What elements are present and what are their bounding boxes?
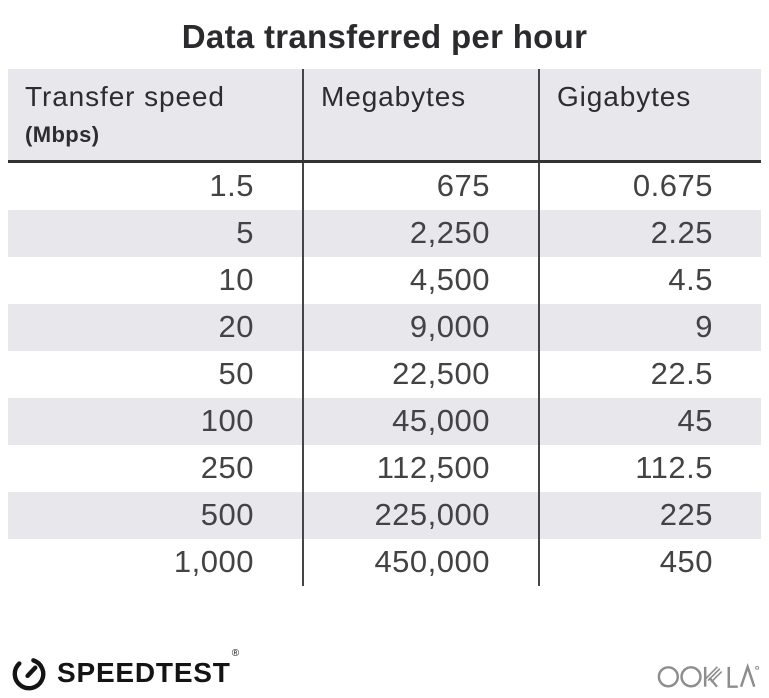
column-header-label: Gigabytes (557, 81, 692, 112)
cell-megabytes: 450,000 (302, 539, 538, 586)
cell-gigabytes: 450 (538, 539, 761, 586)
speedtest-logo: SPEEDTEST® (10, 647, 240, 692)
cell-megabytes: 4,500 (302, 257, 538, 304)
cell-transfer-speed: 250 (200, 450, 254, 485)
registered-trademark-symbol: ® (231, 647, 240, 659)
page-title: Data transferred per hour (181, 18, 588, 55)
table-row: 1.5 675 0.675 (8, 163, 761, 210)
column-header-gigabytes: Gigabytes (538, 69, 761, 160)
cell-gigabytes: 45 (538, 398, 761, 445)
table-row: 500 225,000 225 (8, 492, 761, 539)
cell-transfer-speed: 20 (218, 309, 254, 344)
cell-megabytes: 45,000 (302, 398, 538, 445)
column-header-label: Megabytes (321, 81, 467, 112)
cell-megabytes: 2,250 (302, 210, 538, 257)
cell-megabytes: 225,000 (302, 492, 538, 539)
table-row: 20 9,000 9 (8, 304, 761, 351)
cell-transfer-speed: 1,000 (173, 544, 254, 579)
speedometer-gauge-icon (10, 654, 48, 692)
column-header-megabytes: Megabytes (302, 69, 538, 160)
cell-transfer-speed: 100 (200, 403, 254, 438)
speedtest-wordmark: SPEEDTEST® (57, 647, 240, 688)
table-row: 10 4,500 4.5 (8, 257, 761, 304)
ookla-wordmark-icon (657, 656, 759, 690)
cell-gigabytes: 9 (538, 304, 761, 351)
table-row: 50 22,500 22.5 (8, 351, 761, 398)
cell-megabytes: 9,000 (302, 304, 538, 351)
column-header-unit: (Mbps) (25, 122, 100, 147)
column-header-transfer-speed: Transfer speed (Mbps) (8, 69, 302, 160)
cell-transfer-speed: 10 (218, 262, 254, 297)
cell-transfer-speed: 50 (218, 356, 254, 391)
cell-megabytes: 22,500 (302, 351, 538, 398)
data-table: Transfer speed (Mbps) Megabytes Gigabyte… (8, 69, 761, 586)
table-row: 5 2,250 2.25 (8, 210, 761, 257)
cell-transfer-speed: 1.5 (209, 168, 254, 203)
cell-gigabytes: 112.5 (538, 445, 761, 492)
table-header-row: Transfer speed (Mbps) Megabytes Gigabyte… (8, 69, 761, 163)
column-header-label: Transfer speed (25, 81, 225, 112)
table-row: 100 45,000 45 (8, 398, 761, 445)
ookla-logo (657, 656, 759, 690)
cell-megabytes: 675 (302, 163, 538, 210)
cell-gigabytes: 4.5 (538, 257, 761, 304)
cell-megabytes: 112,500 (302, 445, 538, 492)
footer: SPEEDTEST® (0, 647, 769, 698)
table-row: 1,000 450,000 450 (8, 539, 761, 586)
cell-gigabytes: 2.25 (538, 210, 761, 257)
table-row: 250 112,500 112.5 (8, 445, 761, 492)
cell-transfer-speed: 5 (236, 215, 254, 250)
cell-gigabytes: 225 (538, 492, 761, 539)
cell-gigabytes: 22.5 (538, 351, 761, 398)
cell-gigabytes: 0.675 (538, 163, 761, 210)
cell-transfer-speed: 500 (200, 497, 254, 532)
